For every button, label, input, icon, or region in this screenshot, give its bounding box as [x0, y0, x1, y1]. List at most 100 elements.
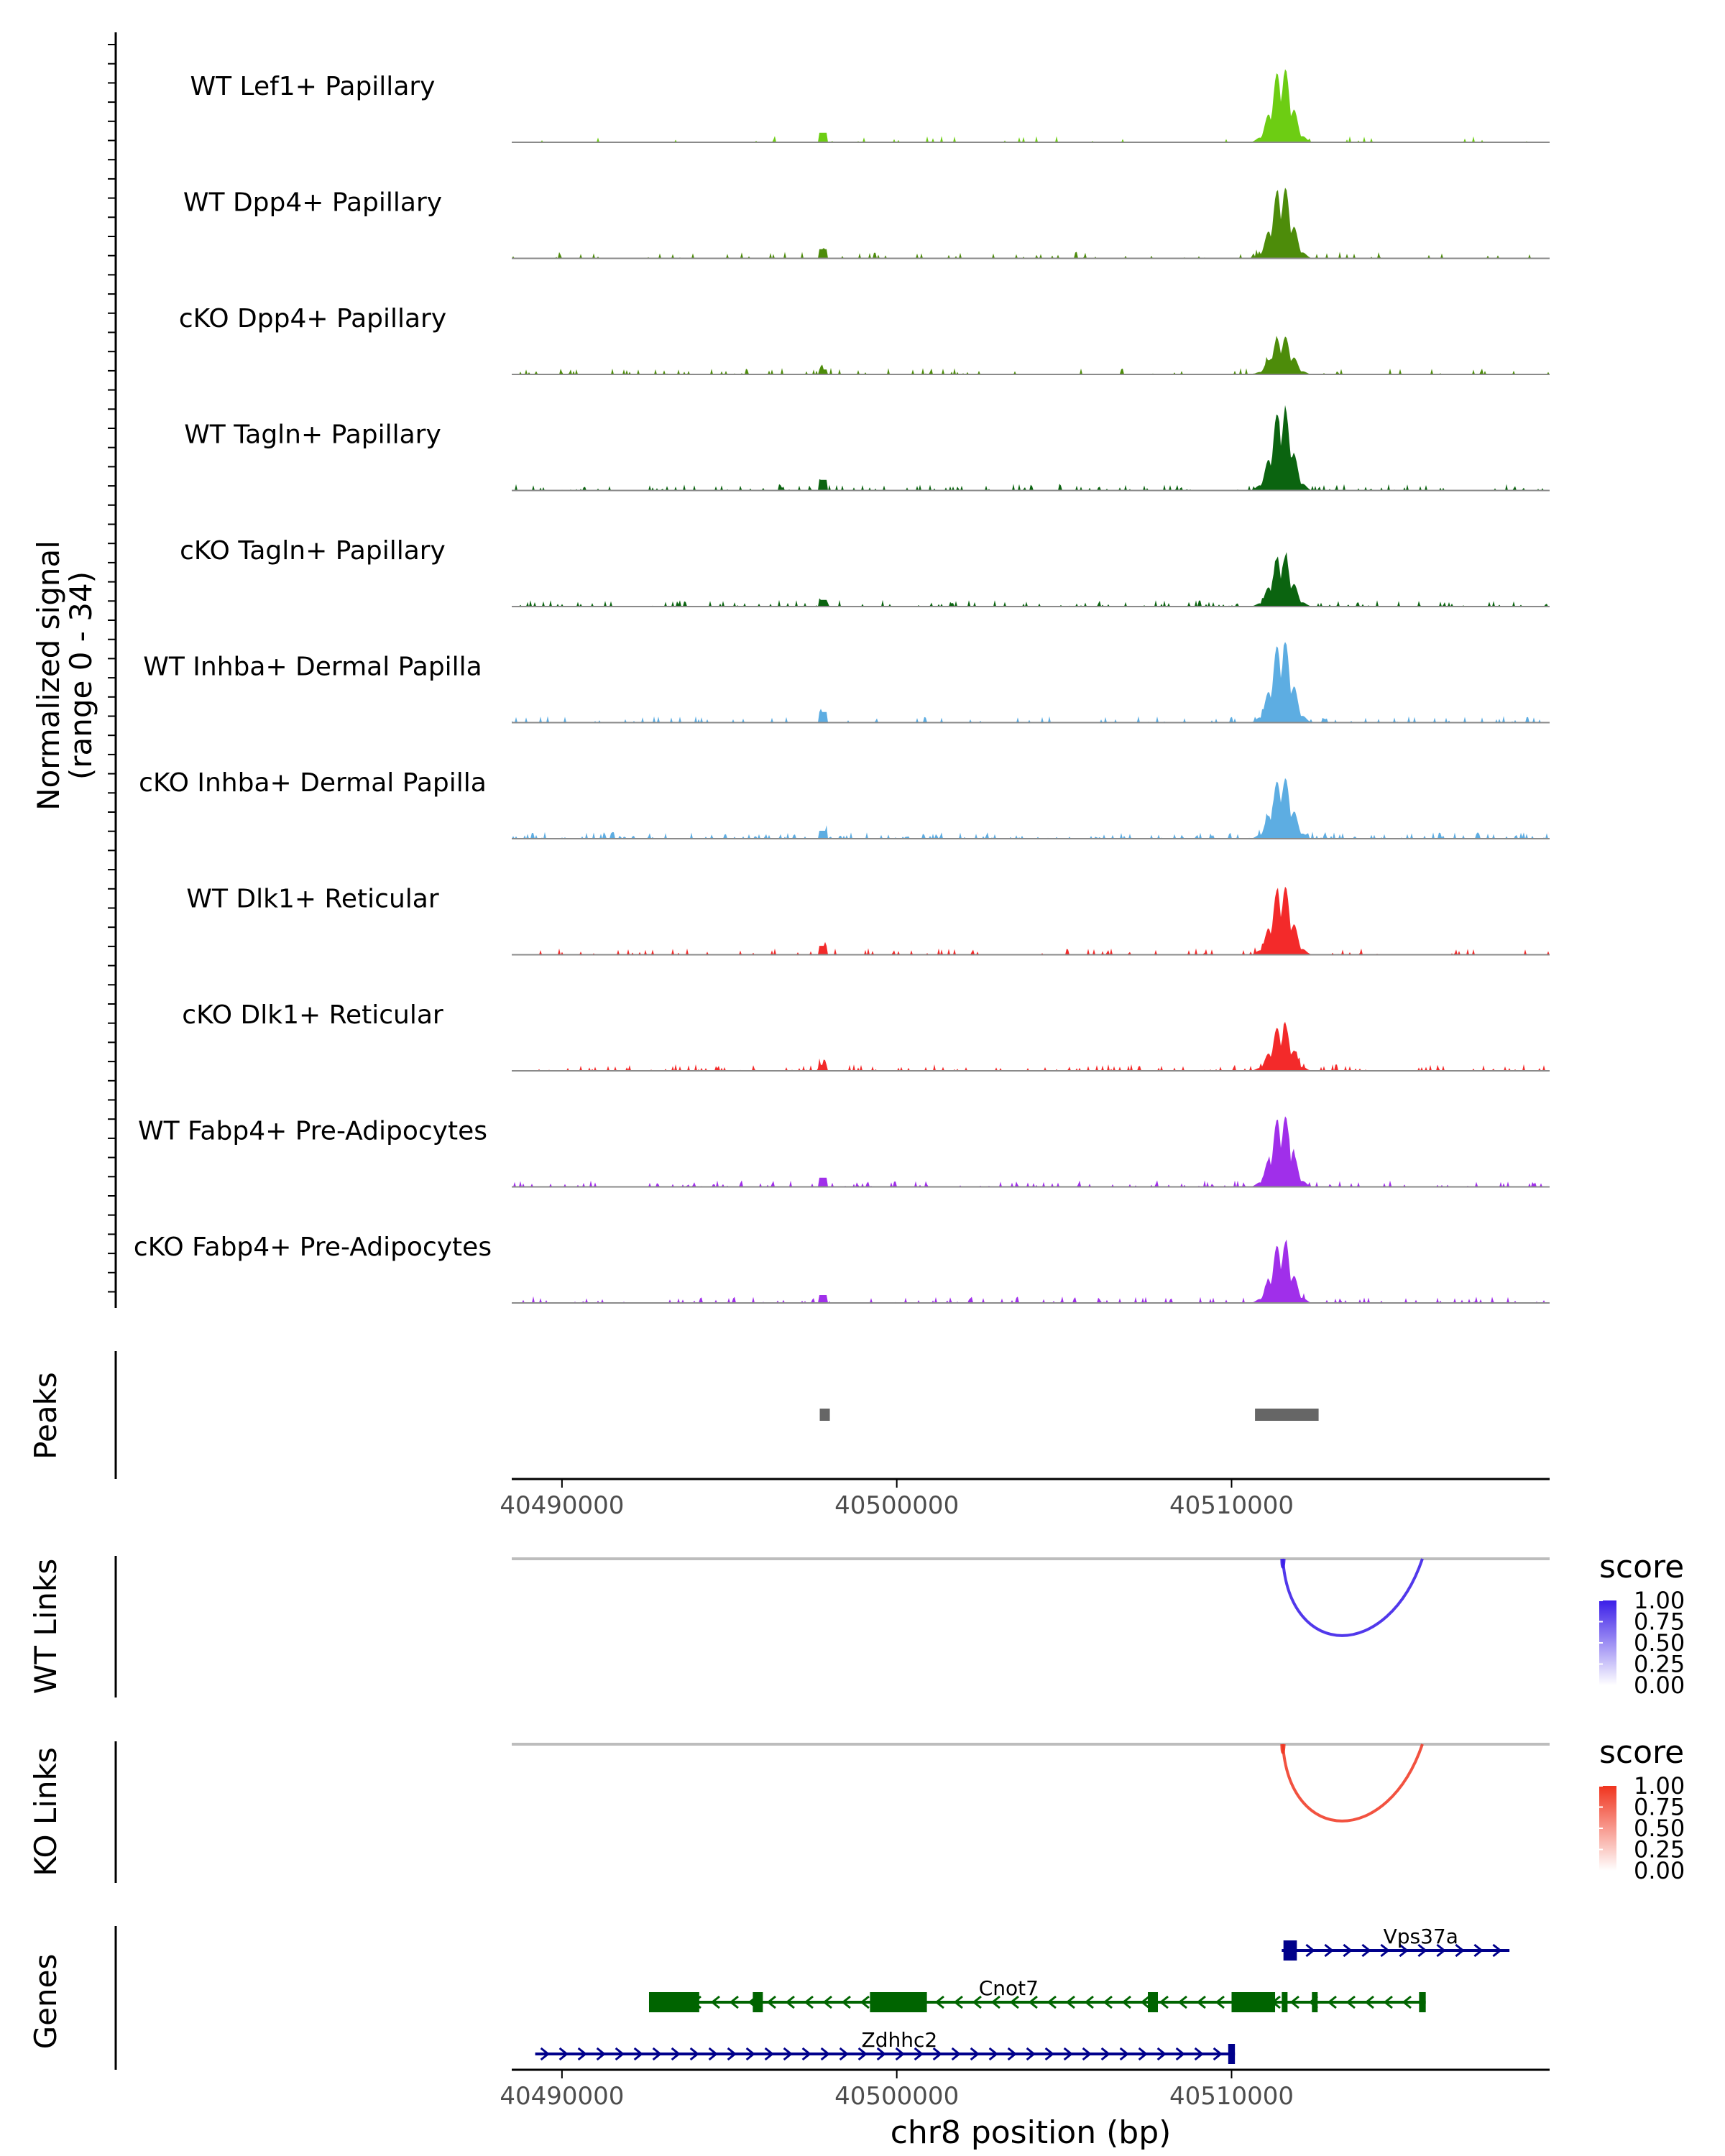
legend-tick-label: 0.75 [1634, 1608, 1685, 1636]
gene-name: Zdhhc2 [862, 2028, 938, 2052]
track-label: cKO Dlk1+ Reticular [182, 1000, 443, 1030]
track-2: cKO Dpp4+ Papillary [179, 304, 1550, 375]
strand-arrow [972, 1995, 982, 2009]
strand-arrow [1324, 1943, 1334, 1958]
gene-Vps37a: Vps37a [1282, 1925, 1510, 1961]
gene-exon [1228, 2044, 1236, 2064]
strand-arrow [860, 1995, 870, 2009]
gene-name: Vps37a [1384, 1925, 1458, 1948]
x-axis-title: chr8 position (bp) [891, 2114, 1172, 2151]
strand-arrow [1455, 1943, 1465, 1958]
strand-arrow [804, 1995, 814, 2009]
strand-arrow [633, 2047, 644, 2061]
strand-arrow [1327, 1995, 1337, 2009]
legend-tick-label: 0.00 [1634, 1857, 1685, 1884]
track-8: cKO Dlk1+ Reticular [182, 1000, 1550, 1072]
legend-tick-label: 0.00 [1634, 1672, 1685, 1699]
gene-exon [1312, 1992, 1318, 2012]
strand-arrow [596, 2047, 607, 2061]
strand-arrow [745, 2047, 756, 2061]
legend-tick-label: 0.50 [1634, 1815, 1685, 1842]
track-signal [512, 778, 1550, 839]
strand-arrow [1084, 1995, 1094, 2009]
track-signal [512, 405, 1550, 491]
strand-arrow [1063, 2047, 1074, 2061]
strand-arrow [671, 2047, 681, 2061]
track-label: WT Dlk1+ Reticular [186, 885, 438, 914]
strand-arrow [766, 1995, 776, 2009]
links-label: WT Links [28, 1559, 63, 1694]
track-signal [512, 69, 1550, 142]
gene-models: Vps37a Cnot7 Zdhhc2 [535, 1925, 1510, 2064]
track-0: WT Lef1+ Papillary [190, 69, 1550, 143]
strand-arrow [1364, 1995, 1374, 2009]
strand-arrow [1044, 2047, 1055, 2061]
strand-arrow [934, 1995, 944, 2009]
strand-arrow [1213, 2047, 1223, 2061]
strand-arrow [783, 2047, 794, 2061]
track-label: cKO Tagln+ Papillary [180, 536, 446, 566]
strand-arrow [1046, 1995, 1057, 2009]
strand-arrow [990, 1995, 1000, 2009]
link-arc [1281, 1743, 1424, 1823]
coverage-ylabel: Normalized signal [31, 540, 66, 811]
x-axis-middle: 40490000 40500000 40510000 [500, 1478, 1550, 1520]
strand-arrow [1289, 1995, 1300, 2009]
strand-arrow [1215, 1995, 1225, 2009]
strand-arrow [558, 2047, 569, 2061]
strand-arrow [1100, 2047, 1111, 2061]
track-label: WT Lef1+ Papillary [190, 72, 436, 101]
peaks-panel: Peaks [28, 1351, 1319, 1479]
link-arc [1281, 1558, 1424, 1637]
strand-arrow [1346, 1995, 1356, 2009]
x-axis-bottom: 40490000 40500000 40510000 [500, 2068, 1550, 2111]
gene-exon [753, 1992, 763, 2012]
legend-tick-label: 0.50 [1634, 1629, 1685, 1657]
x-axis-tick-label: 40510000 [1169, 2082, 1294, 2111]
track-signal [512, 1116, 1550, 1187]
strand-arrow [689, 2047, 700, 2061]
strand-arrow [1065, 1995, 1075, 2009]
strand-arrow [1383, 1995, 1393, 2009]
track-signal [512, 188, 1550, 259]
legend-title: score [1599, 1734, 1684, 1771]
strand-arrow [1399, 1943, 1409, 1958]
track-5: WT Inhba+ Dermal Papilla [143, 642, 1550, 724]
strand-arrow [727, 2047, 737, 2061]
strand-arrow [1138, 2047, 1149, 2061]
strand-arrow [1177, 1995, 1187, 2009]
gene-exon [1148, 1992, 1159, 2012]
strand-arrow [1361, 1943, 1371, 1958]
peak-region [819, 1409, 830, 1421]
gene-Cnot7: Cnot7 [648, 1976, 1426, 2012]
track-signal [512, 336, 1550, 374]
track-label: cKO Fabp4+ Pre-Adipocytes [134, 1233, 492, 1262]
strand-arrow [652, 2047, 663, 2061]
strand-arrow [1402, 1995, 1412, 2009]
strand-arrow [820, 2047, 831, 2061]
strand-arrow [1121, 1995, 1131, 2009]
strand-arrow [764, 2047, 775, 2061]
gene-exon [1282, 1992, 1288, 2012]
gene-exon [1283, 1940, 1297, 1961]
gene-Zdhhc2: Zdhhc2 [535, 2028, 1236, 2064]
track-signal [512, 886, 1550, 955]
legend-tick-label: 0.75 [1634, 1794, 1685, 1821]
track-label: WT Fabp4+ Pre-Adipocytes [138, 1117, 487, 1146]
strand-arrow [1159, 1995, 1169, 2009]
gene-exon [1419, 1992, 1426, 2012]
strand-arrow [1417, 1943, 1427, 1958]
strand-arrow [615, 2047, 625, 2061]
strand-arrow [839, 2047, 850, 2061]
x-axis-tick-label: 40490000 [500, 1491, 624, 1520]
links-label: KO Links [28, 1747, 63, 1876]
strand-arrow [1380, 1943, 1390, 1958]
strand-arrow [710, 1995, 720, 2009]
legend-title: score [1599, 1549, 1684, 1585]
gene-exon [1231, 1992, 1276, 2012]
strand-arrow [1140, 1995, 1150, 2009]
strand-arrow [708, 2047, 719, 2061]
track-7: WT Dlk1+ Reticular [186, 885, 1550, 956]
